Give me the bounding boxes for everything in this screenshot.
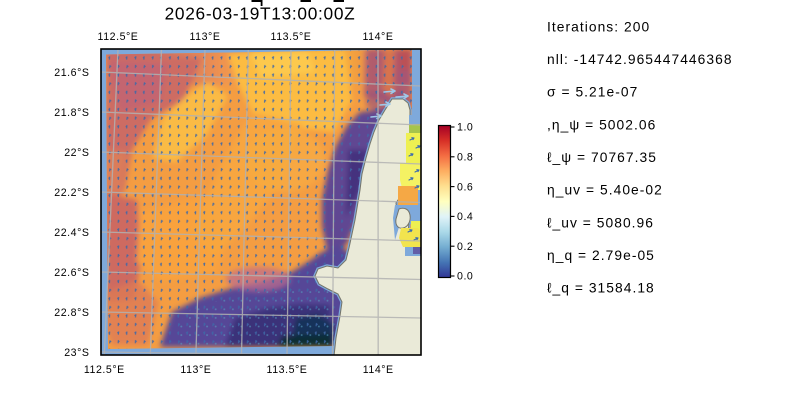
svg-text:0.4: 0.4 <box>457 211 473 223</box>
svg-text:1.0: 1.0 <box>457 122 473 134</box>
svg-text:0.6: 0.6 <box>457 181 473 193</box>
svg-text:114°E: 114°E <box>363 31 394 43</box>
svg-text:21.6°S: 21.6°S <box>54 67 89 79</box>
svg-text:112.5°E: 112.5°E <box>98 31 139 43</box>
svg-text:,η_ψ = 5002.06: ,η_ψ = 5002.06 <box>547 117 656 132</box>
svg-text:113.5°E: 113.5°E <box>271 31 312 43</box>
svg-text:21.8°S: 21.8°S <box>54 107 89 119</box>
svg-text:Iterations: 200: Iterations: 200 <box>547 19 650 34</box>
svg-text:η_uv = 5.40e-02: η_uv = 5.40e-02 <box>547 183 663 198</box>
svg-text:η_q = 2.79e-05: η_q = 2.79e-05 <box>547 248 655 263</box>
svg-text:114°E: 114°E <box>363 364 394 376</box>
svg-text:ℓ_ψ = 70767.35: ℓ_ψ = 70767.35 <box>547 150 657 165</box>
svg-text:112.5°E: 112.5°E <box>84 364 125 376</box>
svg-text:113°E: 113°E <box>190 31 221 43</box>
svg-text:22.8°S: 22.8°S <box>54 307 89 319</box>
svg-text:2026-03-19T13:00:00Z: 2026-03-19T13:00:00Z <box>165 4 356 24</box>
svg-text:0.2: 0.2 <box>457 241 473 253</box>
svg-text:0.0: 0.0 <box>457 271 473 283</box>
svg-text:ℓ_uv = 5080.96: ℓ_uv = 5080.96 <box>547 215 654 230</box>
svg-text:nll: -14742.965447446368: nll: -14742.965447446368 <box>547 52 733 67</box>
svg-text:σ = 5.21e-07: σ = 5.21e-07 <box>547 85 638 100</box>
svg-text:22.4°S: 22.4°S <box>54 227 89 239</box>
svg-text:23°S: 23°S <box>64 347 89 359</box>
svg-text:113°E: 113°E <box>180 364 211 376</box>
svg-text:113.5°E: 113.5°E <box>267 364 308 376</box>
svg-text:22.6°S: 22.6°S <box>54 267 89 279</box>
svg-text:0.8: 0.8 <box>457 152 473 164</box>
svg-text:22°S: 22°S <box>64 147 89 159</box>
svg-text:22.2°S: 22.2°S <box>54 187 89 199</box>
svg-text:ℓ_q = 31584.18: ℓ_q = 31584.18 <box>547 281 655 296</box>
